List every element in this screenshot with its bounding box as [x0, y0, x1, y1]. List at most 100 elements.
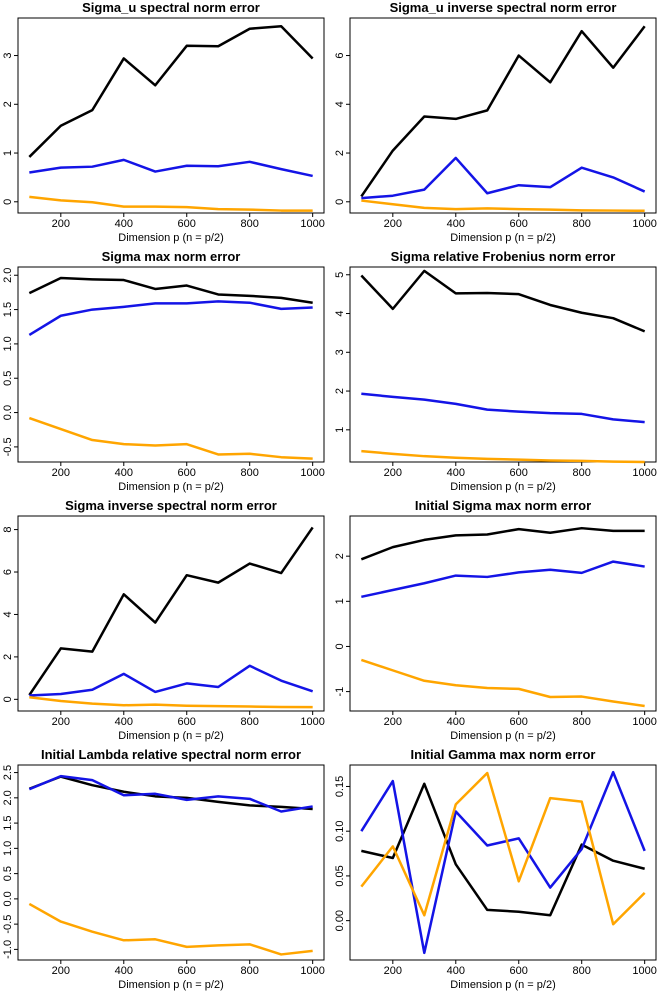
y-tick-label: 1.0 — [2, 336, 14, 351]
plot-frame — [17, 17, 325, 214]
series-line — [28, 775, 313, 811]
plot-frame — [349, 764, 657, 961]
y-tick-label: 2 — [2, 654, 14, 660]
x-tick-label: 400 — [447, 467, 465, 479]
x-tick-label: 400 — [115, 218, 133, 230]
panel: Initial Lambda relative spectral norm er… — [2, 747, 325, 991]
x-tick-label: 200 — [384, 716, 402, 728]
x-tick-label: 800 — [241, 716, 259, 728]
x-tick-label: 600 — [178, 218, 196, 230]
y-tick-label: 4 — [2, 611, 14, 617]
y-tick-label: 0.5 — [2, 371, 14, 386]
series-line — [28, 774, 313, 813]
y-tick-label: 6 — [2, 569, 14, 575]
y-tick-label: 2 — [334, 553, 346, 559]
series-line — [361, 782, 645, 917]
y-tick-label: 8 — [2, 527, 14, 533]
plot-frame — [349, 515, 657, 712]
panel: Sigma relative Frobenius norm error 200 40… — [334, 249, 657, 493]
x-tick-label: 800 — [241, 218, 259, 230]
y-tick-label: 4 — [334, 310, 346, 316]
x-tick-label: 200 — [52, 716, 70, 728]
x-tick-label: 200 — [52, 965, 70, 977]
panel: Initial Sigma max norm error 200 400 600 800… — [334, 498, 657, 742]
x-tick-label: 400 — [115, 467, 133, 479]
x-axis-label: Dimension p (n = p/2) — [450, 979, 555, 991]
x-tick-label: 400 — [447, 965, 465, 977]
plot-frame — [17, 266, 325, 463]
y-tick-label: 2 — [334, 388, 346, 394]
x-tick-label: 200 — [52, 218, 70, 230]
plot-frame — [17, 515, 325, 712]
series-line — [360, 526, 645, 561]
x-axis-label: Dimension p (n = p/2) — [118, 232, 223, 244]
x-tick-label: 600 — [510, 218, 528, 230]
x-tick-label: 200 — [384, 965, 402, 977]
x-tick-label: 1000 — [300, 965, 324, 977]
y-tick-label: -1.0 — [2, 940, 14, 959]
y-tick-label: 0.5 — [2, 866, 14, 881]
x-tick-label: 800 — [573, 965, 591, 977]
x-tick-label: 600 — [510, 965, 528, 977]
panel: Sigma inverse spectral norm error 200 400 6… — [2, 498, 325, 742]
panel-title: Sigma_u inverse spectral norm error — [390, 0, 617, 15]
y-tick-label: 0.0 — [2, 405, 14, 420]
x-tick-label: 1000 — [632, 965, 656, 977]
y-tick-label: 1.5 — [2, 815, 14, 830]
x-tick-label: 200 — [384, 467, 402, 479]
series-line — [29, 158, 313, 178]
x-tick-label: 800 — [573, 467, 591, 479]
y-tick-label: 1 — [2, 150, 14, 156]
series-line — [29, 695, 313, 709]
y-tick-label: -1 — [334, 687, 346, 697]
x-axis-label: Dimension p (n = p/2) — [450, 481, 555, 493]
x-tick-label: 800 — [573, 218, 591, 230]
y-tick-label: 3 — [2, 52, 14, 58]
series-line — [361, 449, 645, 464]
x-tick-label: 200 — [384, 218, 402, 230]
series-line — [28, 416, 313, 460]
panel: Initial Gamma max norm error 200 400 600 800… — [334, 747, 657, 991]
series-line — [28, 25, 314, 158]
x-tick-label: 600 — [510, 467, 528, 479]
x-tick-label: 1000 — [300, 716, 324, 728]
series-line — [28, 300, 313, 337]
y-tick-label: 0.00 — [334, 910, 346, 931]
x-tick-label: 1000 — [632, 218, 656, 230]
x-tick-label: 400 — [447, 716, 465, 728]
x-tick-label: 400 — [115, 965, 133, 977]
series-line — [361, 560, 645, 599]
x-tick-label: 1000 — [632, 716, 656, 728]
series-line — [360, 25, 646, 198]
y-tick-label: 2 — [2, 101, 14, 107]
y-tick-label: 1.5 — [2, 302, 14, 317]
x-axis-label: Dimension p (n = p/2) — [118, 979, 223, 991]
panel-title: Sigma inverse spectral norm error — [65, 498, 277, 513]
y-tick-label: 2 — [334, 150, 346, 156]
y-tick-label: 0.05 — [334, 865, 346, 886]
y-tick-label: 5 — [334, 272, 346, 278]
panel-title: Initial Gamma max norm error — [411, 747, 596, 762]
series-line — [360, 269, 646, 333]
x-axis-label: Dimension p (n = p/2) — [118, 730, 223, 742]
y-tick-label: -0.5 — [2, 915, 14, 934]
y-tick-label: 0 — [334, 643, 346, 649]
series-line — [360, 658, 645, 708]
x-tick-label: 200 — [52, 467, 70, 479]
panel-title: Sigma relative Frobenius norm error — [391, 249, 616, 264]
x-tick-label: 800 — [573, 716, 591, 728]
series-line — [28, 526, 314, 696]
y-tick-label: 1 — [334, 427, 346, 433]
panel-title: Sigma_u spectral norm error — [82, 0, 260, 15]
y-tick-label: 0 — [334, 199, 346, 205]
y-tick-label: 2.0 — [2, 790, 14, 805]
x-tick-label: 400 — [115, 716, 133, 728]
panel: Sigma_u spectral norm error 200 400 600 800 1… — [2, 0, 325, 244]
panel: Sigma max norm error 200 400 600 800 1000 -0.5… — [2, 249, 325, 493]
panel-title: Sigma max norm error — [102, 249, 241, 264]
x-tick-label: 800 — [241, 467, 259, 479]
y-tick-label: 0 — [2, 696, 14, 702]
y-tick-label: -0.5 — [2, 437, 14, 456]
